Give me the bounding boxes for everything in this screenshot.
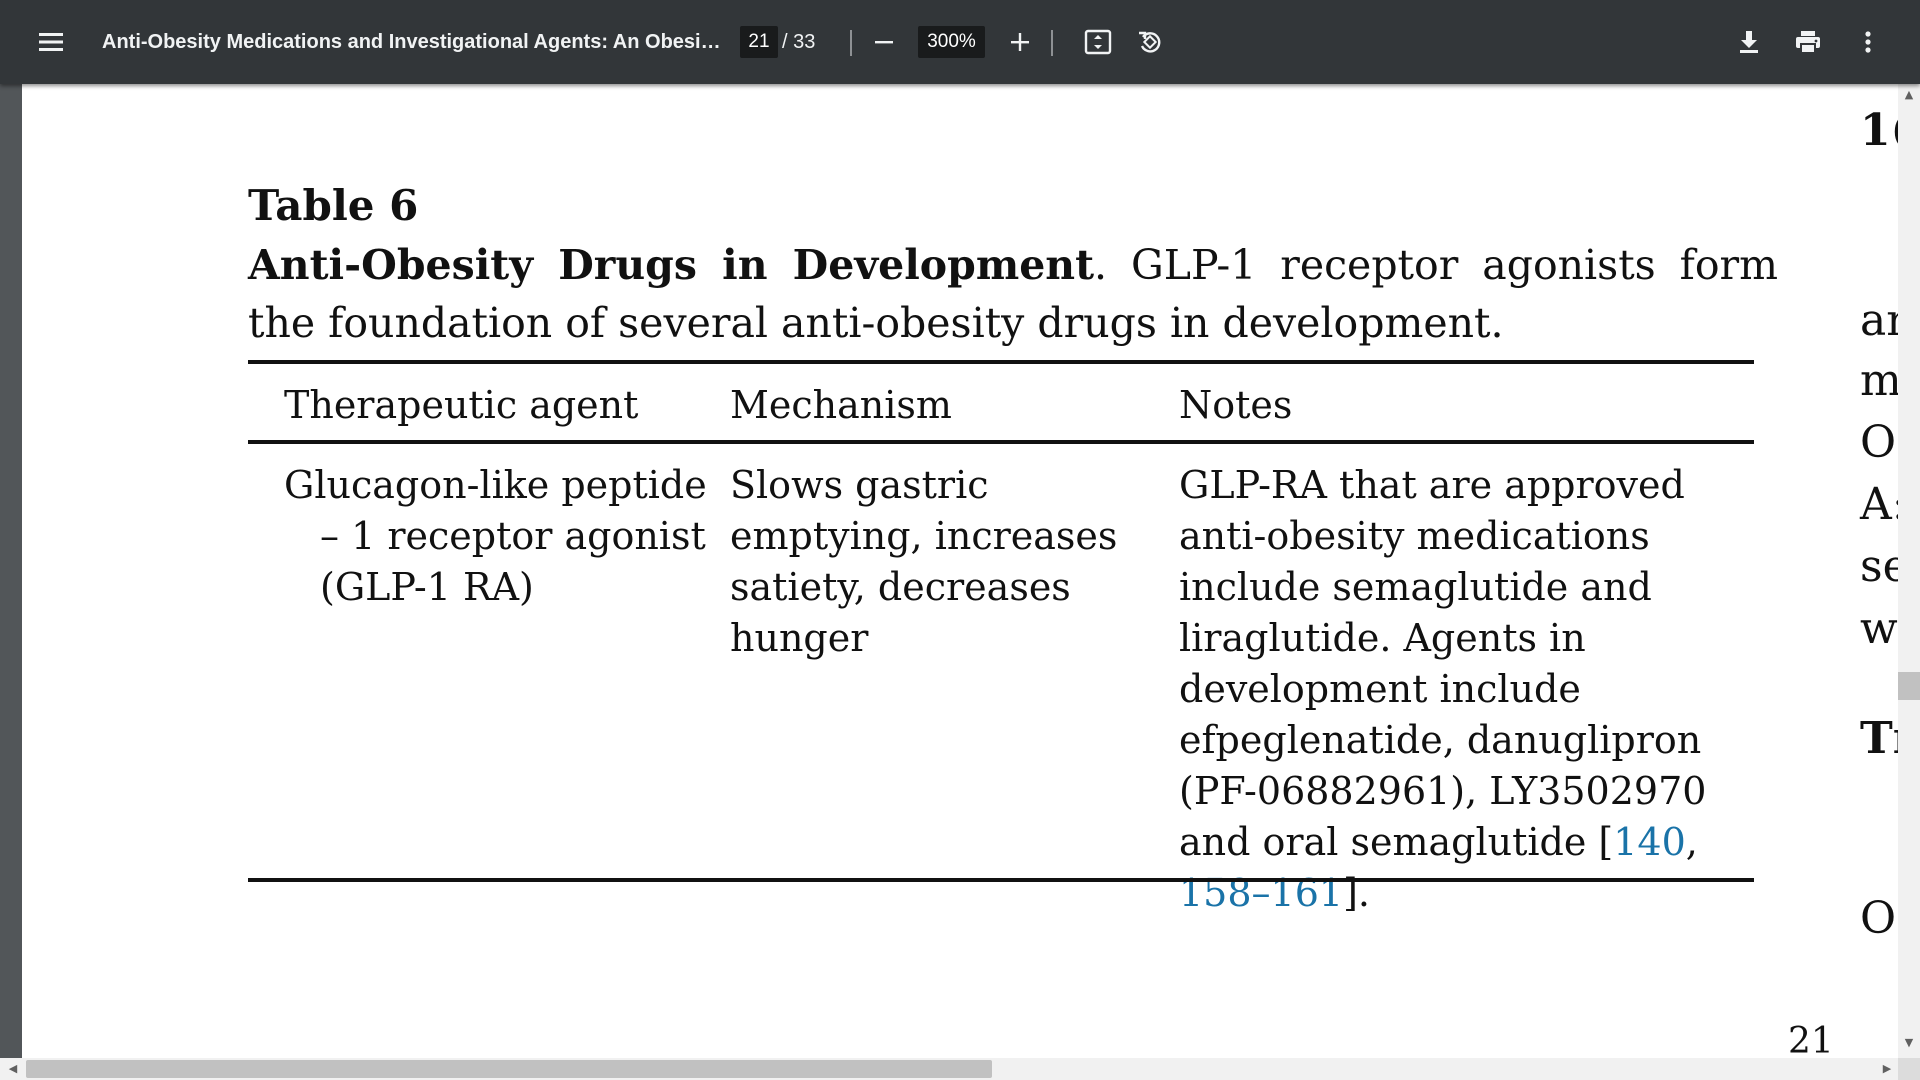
header-notes: Notes xyxy=(1179,383,1293,427)
table-caption: Anti-Obesity Drugs in Development. GLP-1… xyxy=(248,236,1778,352)
next-column-fragment: 1( xyxy=(1860,105,1898,156)
fit-page-button[interactable] xyxy=(1078,22,1118,62)
menu-button[interactable] xyxy=(30,22,72,62)
table-label: Table 6 xyxy=(248,181,419,230)
next-column-fragment: m xyxy=(1860,355,1898,406)
next-column-fragment: O xyxy=(1860,417,1897,468)
page-number-input[interactable] xyxy=(740,26,778,58)
next-column-fragment: w xyxy=(1860,603,1898,654)
hamburger-menu-icon xyxy=(39,33,63,51)
table-bottom-rule xyxy=(248,878,1754,882)
scrollbar-corner xyxy=(1898,1058,1920,1080)
print-icon xyxy=(1796,31,1820,54)
notes-text: GLP-RA that are approved anti-obesity me… xyxy=(1179,463,1707,864)
next-column-fragment: O xyxy=(1860,893,1897,944)
ref-separator: , xyxy=(1685,820,1698,864)
fit-page-icon xyxy=(1084,29,1112,55)
page-number: 21 xyxy=(1788,1021,1834,1059)
cell-mechanism: Slows gastric emptying, increases satiet… xyxy=(730,463,1118,660)
viewer-background xyxy=(0,84,22,1080)
vertical-scroll-thumb[interactable] xyxy=(1898,672,1920,700)
scroll-right-arrow-icon[interactable]: ▶ xyxy=(1882,1062,1892,1075)
rotate-button[interactable] xyxy=(1130,22,1170,62)
pdf-page: Table 6 Anti-Obesity Drugs in Developmen… xyxy=(22,84,1898,1058)
more-vert-icon xyxy=(1865,31,1871,53)
next-column-fragment: Tı xyxy=(1860,713,1898,764)
table-header-rule xyxy=(248,440,1754,444)
zoom-in-icon xyxy=(1011,33,1029,51)
scroll-down-arrow-icon[interactable]: ▼ xyxy=(1904,1036,1914,1049)
cell-agent: Glucagon-like peptide – 1 receptor agoni… xyxy=(284,463,707,609)
document-title: Anti-Obesity Medications and Investigati… xyxy=(102,31,722,53)
print-button[interactable] xyxy=(1788,22,1828,62)
zoom-in-button[interactable] xyxy=(1000,22,1040,62)
next-column-fragment: se xyxy=(1860,541,1898,592)
next-column-fragment: ar xyxy=(1860,295,1898,346)
horizontal-scroll-thumb[interactable] xyxy=(26,1060,992,1078)
caption-title: Anti-Obesity Drugs in Development xyxy=(248,241,1095,289)
table-top-rule xyxy=(248,360,1754,364)
scroll-up-arrow-icon[interactable]: ▲ xyxy=(1904,88,1914,101)
vertical-scrollbar[interactable] xyxy=(1898,84,1920,1058)
next-column-fragment: A: xyxy=(1860,479,1898,530)
download-icon xyxy=(1740,31,1758,53)
more-options-button[interactable] xyxy=(1848,22,1888,62)
header-therapeutic-agent: Therapeutic agent xyxy=(284,383,639,427)
caption-text: . GLP-1 receptor agonists form the found… xyxy=(248,241,1778,347)
rotate-icon xyxy=(1139,31,1161,53)
zoom-out-icon xyxy=(875,41,893,44)
download-button[interactable] xyxy=(1729,22,1769,62)
reference-link-140[interactable]: 140 xyxy=(1613,820,1686,864)
pdf-toolbar: Anti-Obesity Medications and Investigati… xyxy=(0,0,1920,84)
toolbar-divider xyxy=(1051,30,1053,56)
zoom-level-input[interactable] xyxy=(918,26,985,58)
header-mechanism: Mechanism xyxy=(730,383,952,427)
zoom-out-button[interactable] xyxy=(864,22,904,62)
toolbar-divider xyxy=(850,30,852,56)
cell-notes: GLP-RA that are approved anti-obesity me… xyxy=(1179,460,1731,919)
scroll-left-arrow-icon[interactable]: ◀ xyxy=(8,1062,18,1075)
page-count: / 33 xyxy=(782,31,816,53)
